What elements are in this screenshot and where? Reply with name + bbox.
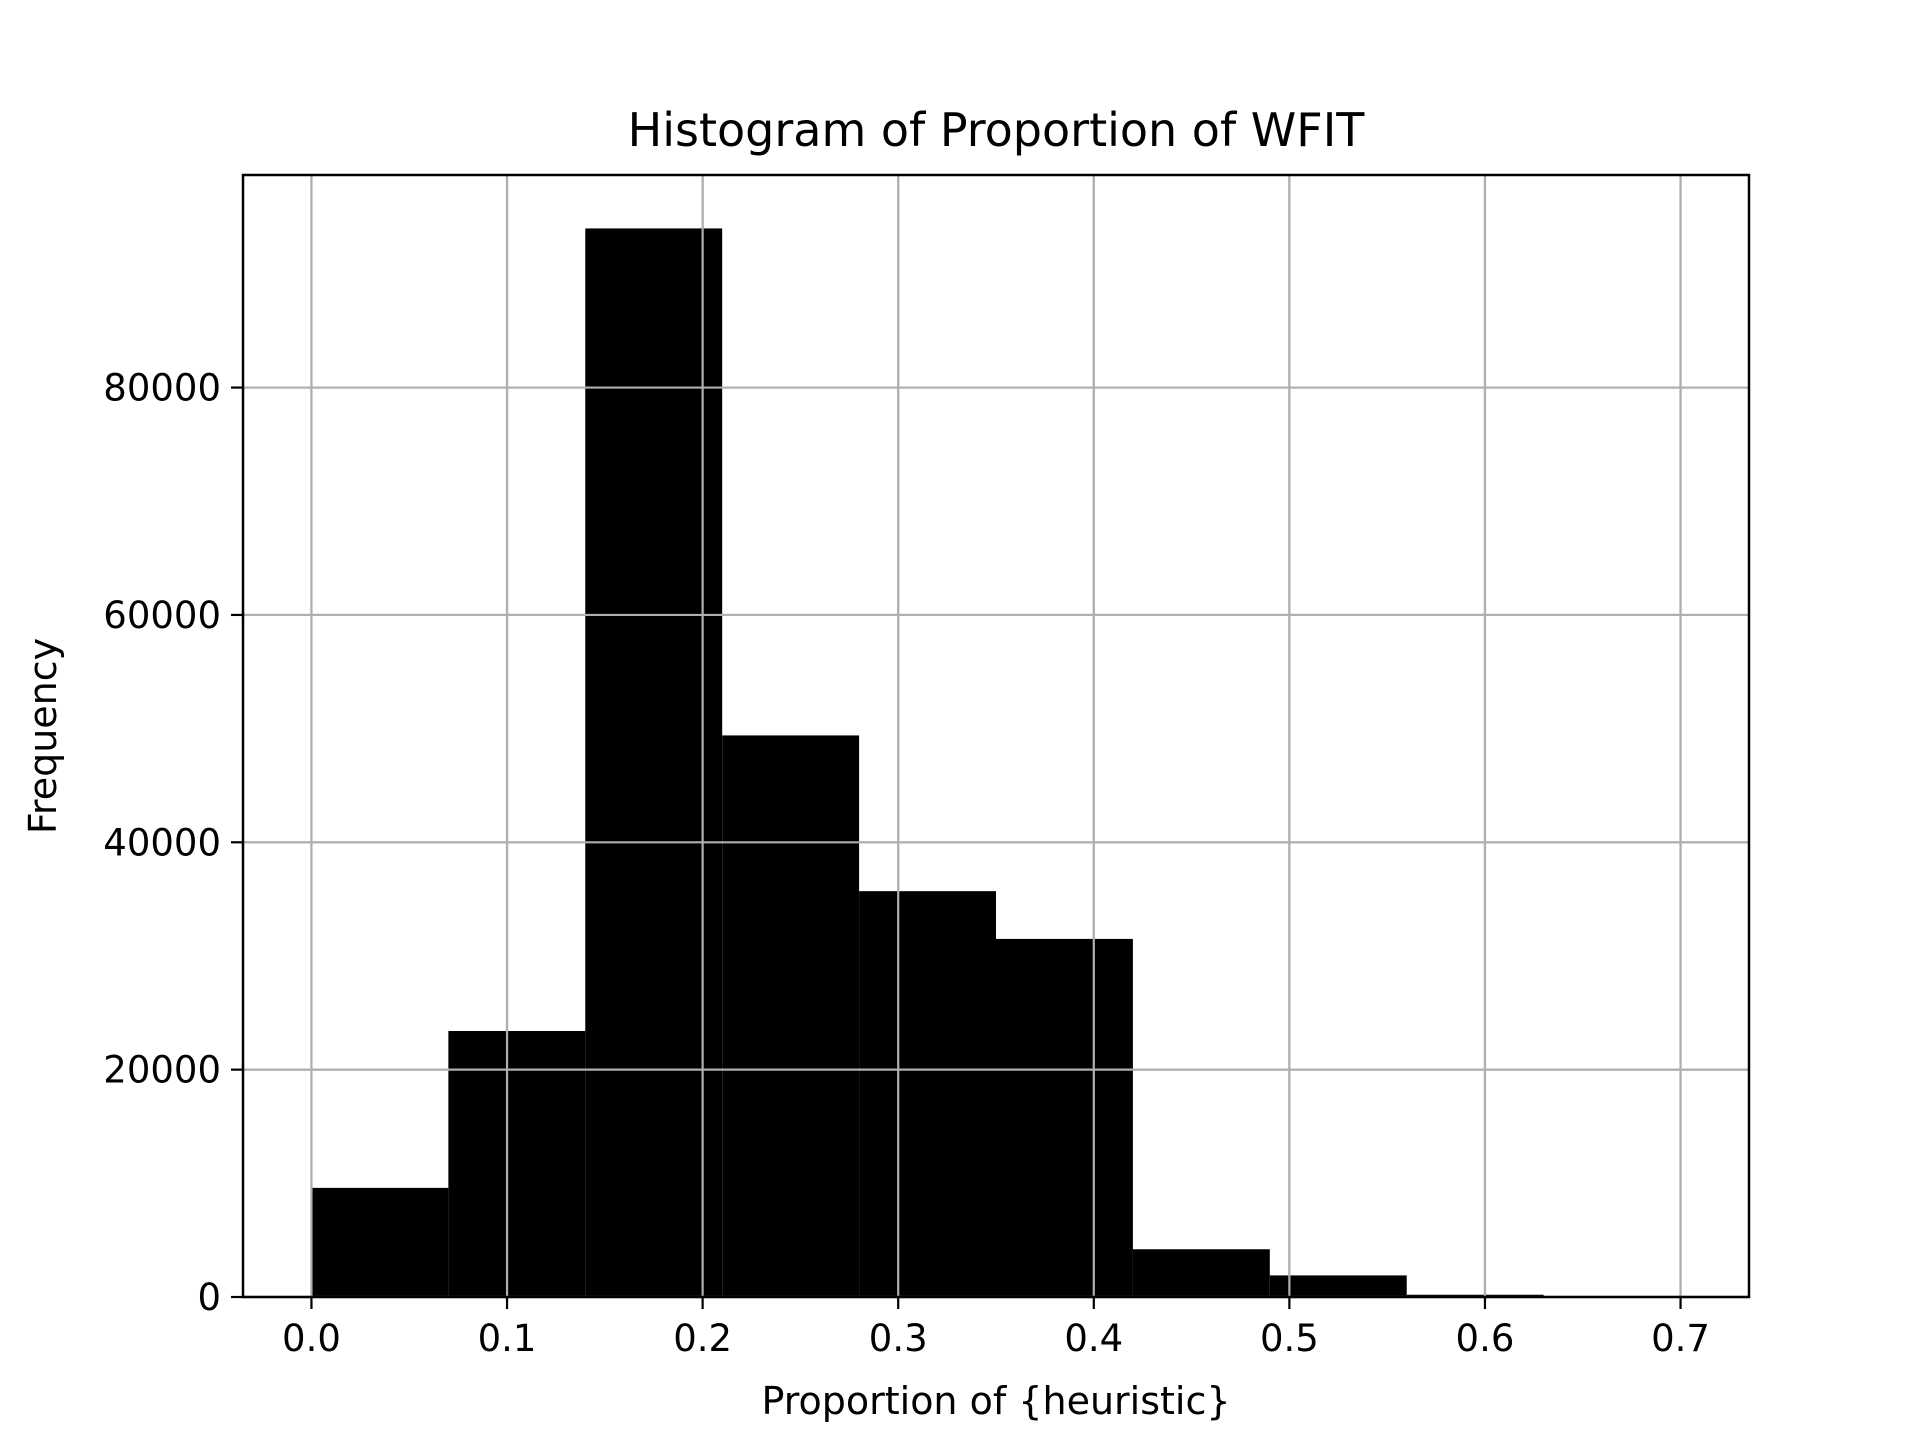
x-tick-label-0: 0.0 xyxy=(282,1317,341,1360)
x-tick-label-3: 0.3 xyxy=(869,1317,928,1360)
x-tick-label-7: 0.7 xyxy=(1651,1317,1710,1360)
chart-title: Histogram of Proportion of WFIT xyxy=(628,103,1366,157)
histogram-bar-0 xyxy=(311,1187,449,1297)
y-tick-label-1: 20000 xyxy=(103,1049,221,1092)
histogram-bar-6 xyxy=(1132,1249,1270,1297)
x-axis-label: Proportion of {heuristic} xyxy=(761,1379,1230,1423)
x-tick-label-6: 0.6 xyxy=(1456,1317,1515,1360)
histogram-bar-5 xyxy=(996,938,1133,1297)
x-tick-label-2: 0.2 xyxy=(673,1317,732,1360)
histogram-bar-4 xyxy=(859,891,996,1297)
histogram-bar-2 xyxy=(585,228,723,1297)
x-tick-label-1: 0.1 xyxy=(478,1317,537,1360)
y-tick-label-0: 0 xyxy=(197,1276,221,1319)
y-tick-label-2: 40000 xyxy=(103,821,221,864)
grid-overlay xyxy=(243,175,1749,1299)
x-tick-label-4: 0.4 xyxy=(1064,1317,1123,1360)
ticks-layer: 0.0 0.1 0.2 0.3 0.4 0.5 0.6 0.7 0 20000 40000 60000… xyxy=(103,367,1710,1360)
x-tick-label-5: 0.5 xyxy=(1260,1317,1319,1360)
y-axis-label: Frequency xyxy=(21,638,65,834)
histogram-bar-7 xyxy=(1269,1275,1407,1297)
histogram-bar-1 xyxy=(448,1030,586,1297)
plot-frame xyxy=(241,173,1751,1299)
y-tick-label-4: 80000 xyxy=(103,367,221,410)
bars-layer xyxy=(243,175,1749,1299)
histogram-bar-3 xyxy=(722,735,860,1297)
y-tick-label-3: 60000 xyxy=(103,594,221,637)
